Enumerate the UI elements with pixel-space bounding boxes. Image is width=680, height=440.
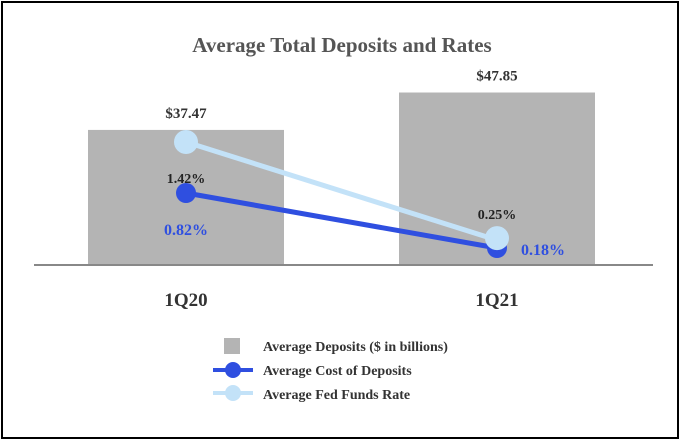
- bar-label-1q21: $47.85: [476, 69, 517, 85]
- point-cost-1q20: [176, 183, 196, 203]
- data-label-cost-1q20: 0.82%: [164, 222, 208, 239]
- legend-label-fed: Average Fed Funds Rate: [263, 388, 410, 403]
- legend-marker-fed: [225, 385, 241, 401]
- x-tick-label-1q20: 1Q20: [164, 290, 207, 311]
- legend-label-deposits: Average Deposits ($ in billions): [263, 340, 448, 355]
- chart-title: Average Total Deposits and Rates: [192, 33, 491, 57]
- data-label-fed-1q20: 1.42%: [167, 172, 206, 187]
- bar-label-1q20: $37.47: [165, 106, 207, 122]
- legend-marker-cost: [225, 362, 241, 378]
- lines-layer: 1.42% 0.25% 0.82% 0.18%: [164, 130, 565, 259]
- series-line-cost: [185, 190, 498, 251]
- legend-swatch-deposits: [224, 338, 240, 354]
- point-fed-1q21: [485, 226, 509, 251]
- data-label-cost-1q21: 0.18%: [521, 242, 565, 259]
- point-fed-1q20: [174, 130, 198, 154]
- series-line-fed-funds: [185, 139, 498, 243]
- chart-canvas: Average Total Deposits and Rates $37.47 1…: [34, 33, 653, 403]
- legend-label-cost: Average Cost of Deposits: [263, 364, 412, 379]
- data-label-fed-1q21: 0.25%: [478, 208, 517, 223]
- x-tick-label-1q21: 1Q21: [475, 290, 518, 311]
